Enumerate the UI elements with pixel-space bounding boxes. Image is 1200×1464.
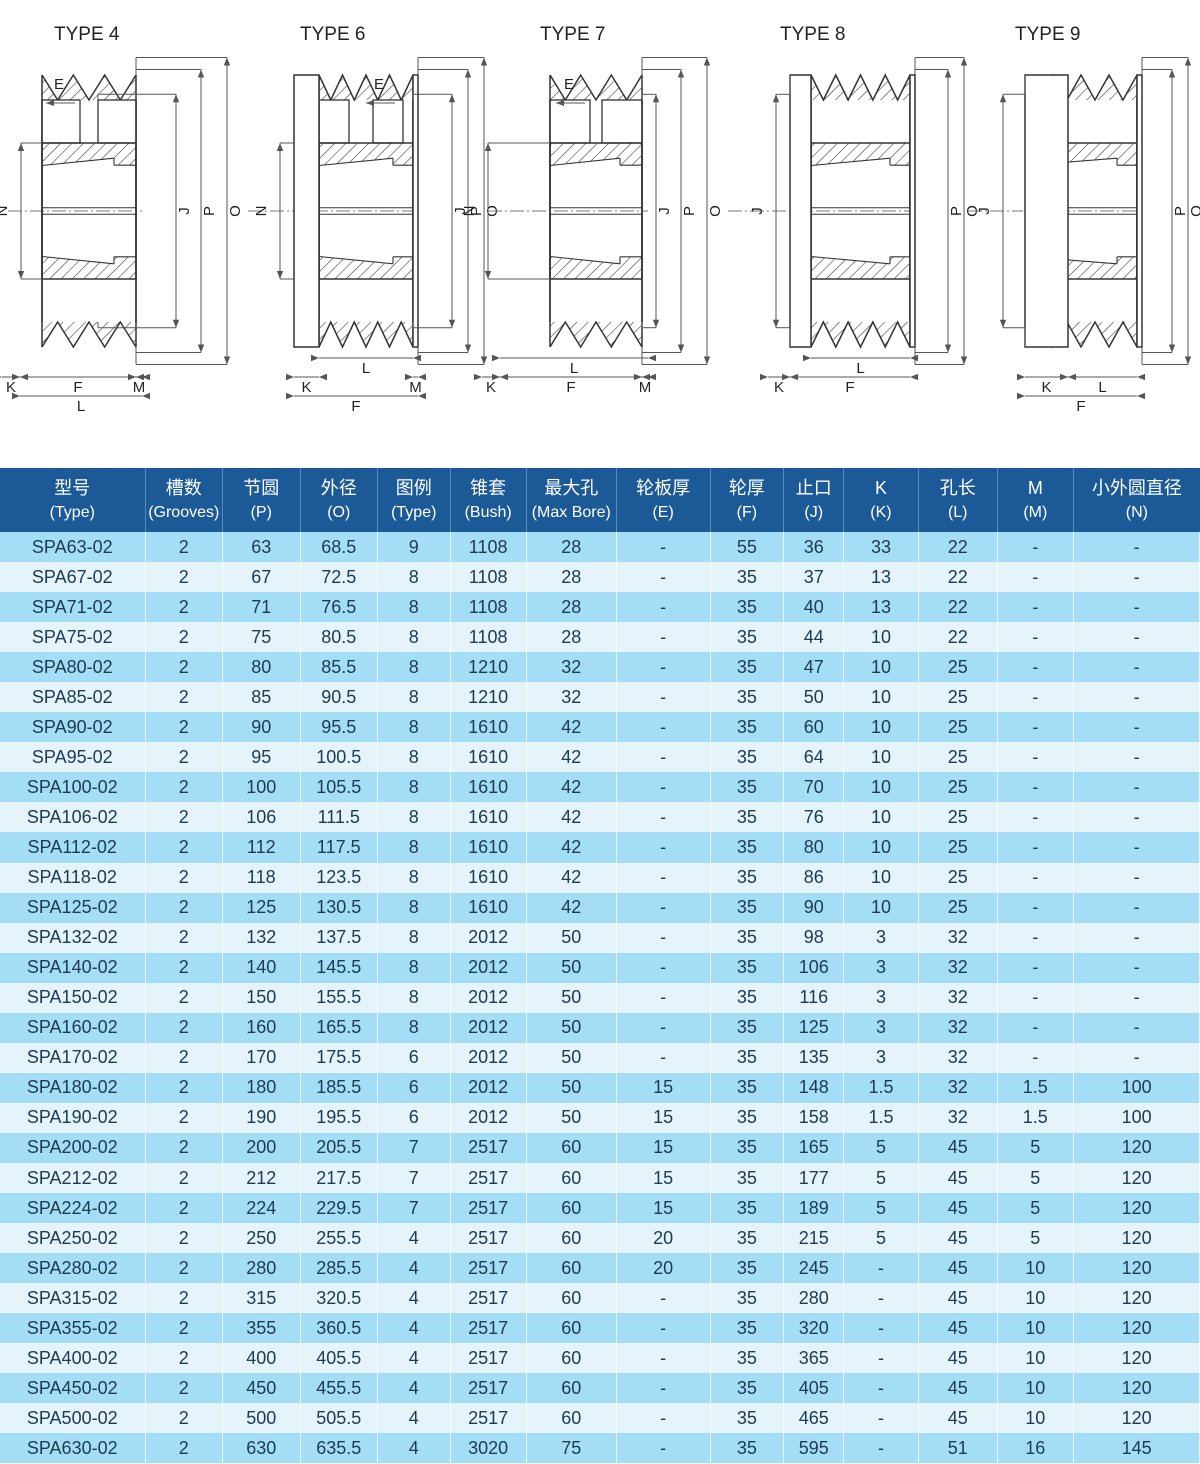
svg-text:F: F — [73, 379, 82, 396]
svg-text:N: N — [0, 206, 11, 217]
svg-text:E: E — [54, 76, 64, 93]
svg-text:M: M — [639, 379, 652, 396]
svg-text:F: F — [351, 398, 360, 415]
svg-text:L: L — [362, 360, 370, 377]
svg-text:M: M — [409, 379, 422, 396]
svg-text:M: M — [133, 379, 146, 396]
svg-text:TYPE 8: TYPE 8 — [780, 24, 845, 45]
svg-text:L: L — [570, 360, 578, 377]
svg-text:O: O — [1188, 205, 1200, 217]
svg-text:J: J — [749, 207, 766, 215]
svg-text:K: K — [301, 379, 311, 396]
svg-text:TYPE 6: TYPE 6 — [300, 24, 365, 45]
svg-text:F: F — [566, 379, 575, 396]
svg-text:TYPE 7: TYPE 7 — [540, 24, 605, 45]
svg-text:E: E — [564, 76, 574, 93]
svg-text:J: J — [656, 207, 673, 215]
svg-text:E: E — [374, 76, 384, 93]
svg-text:K: K — [486, 379, 496, 396]
svg-text:N: N — [461, 206, 478, 217]
svg-text:J: J — [976, 207, 993, 215]
svg-text:O: O — [707, 205, 724, 217]
svg-text:P: P — [201, 206, 218, 216]
svg-text:TYPE 9: TYPE 9 — [1015, 24, 1080, 45]
svg-text:L: L — [856, 360, 864, 377]
svg-text:J: J — [176, 207, 193, 215]
svg-text:K: K — [1041, 379, 1051, 396]
svg-text:P: P — [1172, 206, 1189, 216]
svg-text:K: K — [6, 379, 16, 396]
svg-text:TYPE 4: TYPE 4 — [54, 24, 120, 45]
svg-text:P: P — [948, 206, 965, 216]
svg-text:P: P — [681, 206, 698, 216]
svg-text:L: L — [77, 398, 85, 415]
svg-text:K: K — [774, 379, 784, 396]
svg-text:O: O — [227, 205, 244, 217]
svg-text:L: L — [1098, 379, 1106, 396]
svg-text:F: F — [845, 379, 854, 396]
svg-text:N: N — [253, 206, 270, 217]
svg-text:F: F — [1076, 398, 1085, 415]
